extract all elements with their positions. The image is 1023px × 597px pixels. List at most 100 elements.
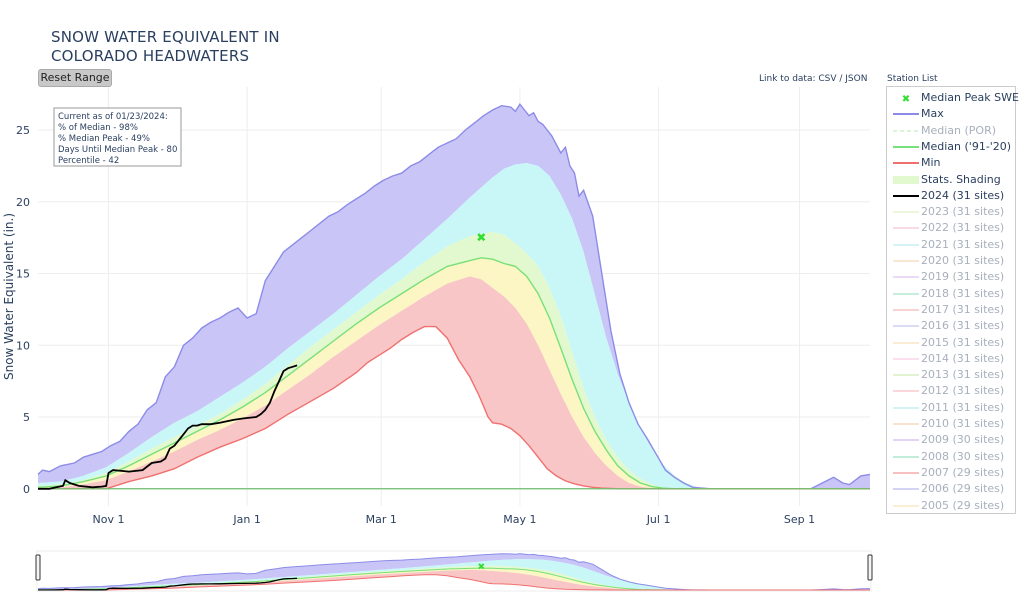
legend-swatch	[893, 488, 919, 491]
legend-item[interactable]: Stats. Shading	[887, 172, 1015, 188]
stats-shading	[38, 104, 870, 489]
info-box-line: % Median Peak - 49%	[58, 134, 150, 144]
legend-label: 2019 (31 sites)	[921, 270, 1005, 284]
legend-item[interactable]: 2018 (31 sites)	[887, 286, 1015, 302]
legend-swatch	[893, 308, 919, 311]
range-max-line	[37, 553, 871, 591]
plot-area: ✖ 0 5 10 15 20 25 Nov 1 Jan 1 Mar 1 May 1 Jul 1 Sep …	[2, 87, 873, 592]
legend-label: 2015 (31 sites)	[921, 335, 1005, 349]
legend-item[interactable]: 2013 (31 sites)	[887, 367, 1015, 383]
legend-label: 2023 (31 sites)	[921, 205, 1005, 219]
chart-title-line-2: COLORADO HEADWATERS	[51, 47, 250, 65]
legend-item[interactable]: 2024 (31 sites)	[887, 188, 1015, 204]
legend: ✖ Median Peak SWE Max Median (POR) Median ('…	[886, 86, 1019, 514]
legend-label: Max	[921, 107, 944, 121]
range-slider[interactable]: ✖	[35, 550, 873, 592]
legend-label: 2022 (31 sites)	[921, 221, 1005, 235]
legend-label: 2010 (31 sites)	[921, 417, 1005, 430]
range-handle-left[interactable]	[35, 554, 41, 581]
legend-item[interactable]: Median ('91-'20)	[887, 139, 1015, 155]
info-box-frame	[53, 107, 182, 167]
legend-label: 2009 (30 sites)	[921, 433, 1005, 447]
legend-item[interactable]: 2005 (29 sites)	[887, 498, 1015, 514]
median-peak-marker: ✖	[476, 231, 486, 245]
info-box-line: Percentile - 42	[58, 156, 119, 166]
median-line	[37, 257, 870, 490]
legend-swatch	[893, 374, 919, 377]
legend-label: Median (POR)	[921, 123, 997, 137]
legend-label: 2021 (31 sites)	[921, 237, 1005, 251]
legend-item[interactable]: 2010 (31 sites)	[887, 416, 1015, 432]
info-box: Current as of 01/23/2024:% of Median - 9…	[53, 107, 182, 167]
legend-item[interactable]: 2011 (31 sites)	[887, 400, 1015, 416]
band-max-90	[38, 104, 870, 489]
x-tick-label: Sep 1	[784, 513, 815, 526]
range-band-max	[38, 553, 870, 590]
legend-swatch	[893, 341, 919, 344]
legend-item[interactable]: 2008 (30 sites)	[887, 449, 1015, 465]
legend-item[interactable]: 2020 (31 sites)	[887, 253, 1015, 269]
legend-label: 2020 (31 sites)	[921, 254, 1005, 267]
legend-item[interactable]: Median (POR)	[887, 123, 1015, 139]
legend-label: 2016 (31 sites)	[921, 319, 1005, 333]
legend-label: 2017 (31 sites)	[921, 302, 1005, 316]
x-tick-label: Jan 1	[232, 513, 260, 526]
y-axis-label: Snow Water Equivalent (in.)	[2, 213, 16, 380]
range-peak-marker: ✖	[478, 562, 486, 572]
legend-swatch	[893, 471, 919, 474]
range-min-line	[38, 574, 870, 591]
reset-range-button[interactable]: Reset Range	[38, 69, 112, 87]
legend-swatch	[893, 113, 919, 116]
legend-item[interactable]: 2014 (31 sites)	[887, 351, 1015, 367]
range-band-90	[38, 559, 870, 590]
legend-item[interactable]: 2006 (29 sites)	[887, 481, 1015, 497]
legend-item[interactable]: 2015 (31 sites)	[887, 335, 1015, 351]
legend-item[interactable]: 2021 (31 sites)	[887, 237, 1015, 253]
legend-item[interactable]: 2007 (29 sites)	[887, 465, 1015, 481]
legend-swatch	[893, 175, 919, 184]
legend-item[interactable]: ✖ Median Peak SWE	[887, 90, 1019, 106]
y-tick-label: 25	[16, 124, 30, 137]
chart-title: SNOW WATER EQUIVALENT IN COLORADO HEADWA…	[51, 28, 280, 66]
legend-label: Stats. Shading	[921, 172, 1001, 186]
legend-label: 2012 (31 sites)	[921, 384, 1005, 398]
legend-item[interactable]: 2012 (31 sites)	[887, 383, 1015, 399]
legend-swatch	[893, 390, 919, 393]
legend-item[interactable]: 2019 (31 sites)	[887, 269, 1015, 285]
x-tick-label: Nov 1	[92, 513, 124, 526]
legend-swatch	[893, 423, 919, 425]
y-tick-label: 0	[23, 483, 30, 496]
link-to-data[interactable]: Link to data: CSV / JSON	[759, 74, 868, 84]
legend-swatch	[893, 194, 919, 197]
legend-item[interactable]: 2023 (31 sites)	[887, 204, 1015, 220]
legend-swatch	[893, 276, 919, 279]
legend-swatch	[893, 243, 919, 246]
legend-swatch	[893, 292, 919, 295]
x-tick-label: Mar 1	[366, 513, 397, 526]
legend-swatch	[893, 455, 919, 458]
legend-swatch	[893, 145, 919, 148]
legend-item[interactable]: 2016 (31 sites)	[887, 318, 1015, 334]
legend-label: 2005 (29 sites)	[921, 498, 1005, 512]
legend-item[interactable]: Min	[887, 155, 1015, 171]
legend-label: 2011 (31 sites)	[921, 400, 1005, 414]
chart-title-line-1: SNOW WATER EQUIVALENT IN	[51, 28, 280, 46]
y-tick-label: 20	[16, 196, 30, 209]
legend-item[interactable]: Max	[887, 106, 1015, 122]
legend-label: 2008 (30 sites)	[921, 449, 1005, 463]
info-box-line: Days Until Median Peak - 80	[58, 145, 177, 155]
legend-label: Median ('91-'20)	[921, 139, 1012, 153]
legend-item[interactable]: 2017 (31 sites)	[887, 302, 1015, 318]
legend-swatch	[893, 439, 919, 442]
range-handle-right[interactable]	[867, 554, 873, 581]
legend-swatch	[893, 325, 919, 328]
legend-swatch	[893, 357, 919, 360]
y-tick-label: 10	[16, 339, 30, 352]
legend-item[interactable]: 2022 (31 sites)	[887, 220, 1015, 236]
legend-swatch	[893, 504, 919, 507]
legend-item[interactable]: 2009 (30 sites)	[887, 432, 1015, 448]
legend-swatch	[893, 227, 919, 230]
station-list-link[interactable]: Station List	[887, 74, 938, 84]
legend-label: 2014 (31 sites)	[921, 351, 1005, 365]
